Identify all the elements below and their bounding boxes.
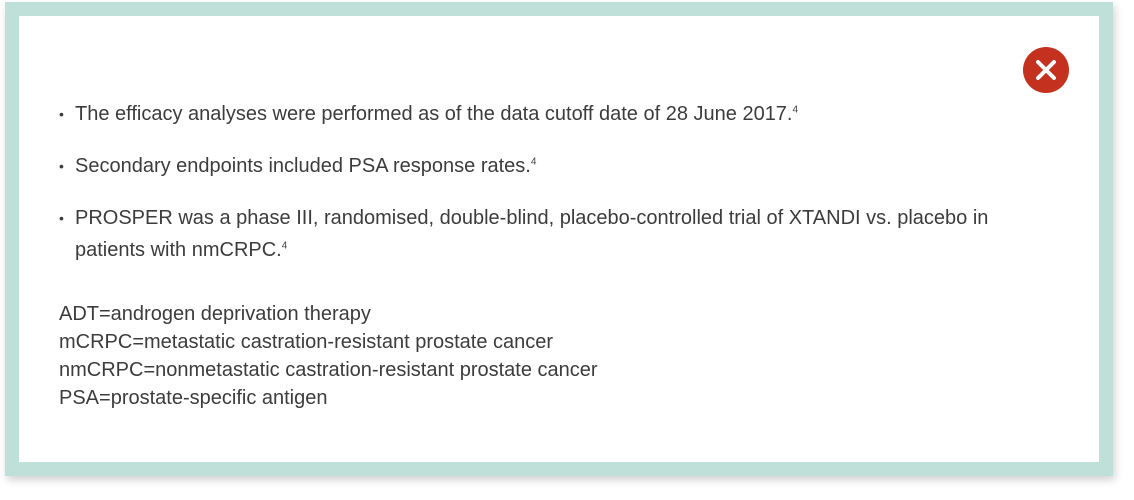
- close-x-icon: [1036, 60, 1056, 80]
- abbreviation-list: ADT=androgen deprivation therapy mCRPC=m…: [59, 300, 598, 412]
- modal-dialog: • The efficacy analyses were performed a…: [5, 2, 1113, 476]
- abbreviation-item: nmCRPC=nonmetastatic castration-resistan…: [59, 359, 598, 381]
- bullet-text: Secondary endpoints included PSA respons…: [75, 155, 531, 177]
- abbreviation-item: mCRPC=metastatic castration-resistant pr…: [59, 331, 554, 353]
- reference-superscript: 4: [281, 240, 288, 252]
- close-button[interactable]: [1023, 47, 1069, 93]
- list-item: • Secondary endpoints included PSA respo…: [59, 150, 1019, 182]
- abbreviation-item: ADT=androgen deprivation therapy: [59, 303, 371, 325]
- bullet-text: PROSPER was a phase III, randomised, dou…: [75, 207, 989, 261]
- reference-superscript: 4: [792, 104, 799, 116]
- list-item: • PROSPER was a phase III, randomised, d…: [59, 202, 1019, 266]
- bullet-marker: •: [59, 106, 64, 122]
- bullet-marker: •: [59, 158, 64, 174]
- list-item: • The efficacy analyses were performed a…: [59, 98, 1019, 130]
- footnote-bullet-list: • The efficacy analyses were performed a…: [59, 98, 1019, 286]
- bullet-marker: •: [59, 210, 64, 226]
- modal-content: • The efficacy analyses were performed a…: [19, 16, 1099, 462]
- abbreviation-item: PSA=prostate-specific antigen: [59, 387, 328, 409]
- reference-superscript: 4: [530, 156, 537, 168]
- bullet-text: The efficacy analyses were performed as …: [75, 103, 793, 125]
